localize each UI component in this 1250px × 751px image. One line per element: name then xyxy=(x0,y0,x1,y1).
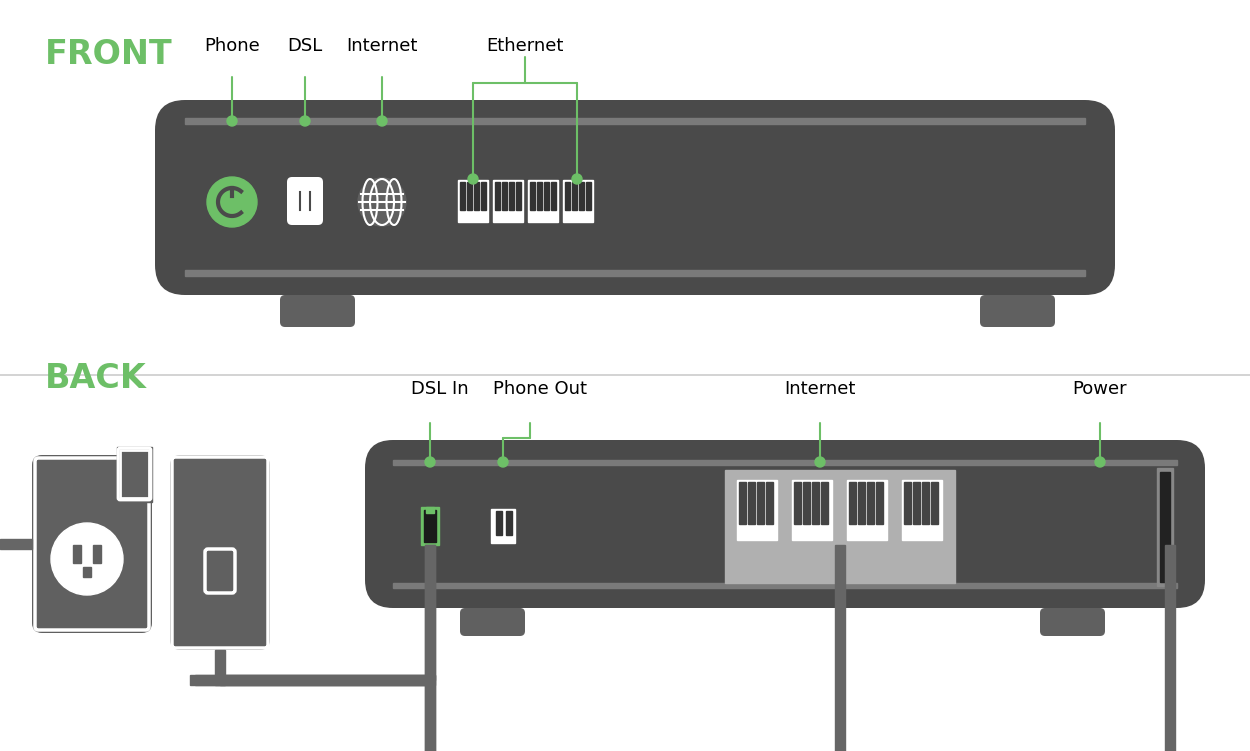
Bar xyxy=(392,460,1178,465)
Bar xyxy=(458,180,488,222)
Circle shape xyxy=(300,116,310,126)
Bar xyxy=(758,482,764,524)
Bar xyxy=(586,182,591,210)
Bar xyxy=(904,482,911,524)
Bar xyxy=(118,447,152,502)
Circle shape xyxy=(815,457,825,467)
Bar xyxy=(766,482,772,524)
FancyBboxPatch shape xyxy=(288,177,322,225)
Text: DSL In: DSL In xyxy=(411,380,469,398)
Circle shape xyxy=(572,174,582,184)
Bar xyxy=(421,507,439,545)
Bar xyxy=(92,545,101,563)
Circle shape xyxy=(208,177,258,227)
Bar xyxy=(748,482,755,524)
Bar xyxy=(725,470,955,583)
Bar xyxy=(792,480,832,540)
Bar xyxy=(849,482,856,524)
Bar xyxy=(215,650,225,685)
FancyBboxPatch shape xyxy=(170,455,270,650)
Bar xyxy=(739,482,746,524)
Bar xyxy=(516,182,521,210)
Bar xyxy=(425,675,435,751)
Bar xyxy=(491,509,515,543)
Bar xyxy=(821,482,828,524)
Bar xyxy=(425,545,435,680)
Bar xyxy=(495,182,500,210)
Bar xyxy=(858,482,865,524)
Circle shape xyxy=(378,116,388,126)
Text: DSL: DSL xyxy=(288,37,322,55)
Bar xyxy=(220,675,430,685)
FancyBboxPatch shape xyxy=(980,295,1055,327)
Bar xyxy=(492,180,522,222)
Bar xyxy=(812,482,819,524)
Bar xyxy=(530,182,535,210)
Circle shape xyxy=(51,523,122,595)
Circle shape xyxy=(228,116,238,126)
Bar xyxy=(902,480,942,540)
Bar xyxy=(474,182,479,210)
Bar xyxy=(867,482,874,524)
Text: BACK: BACK xyxy=(45,362,146,395)
Bar xyxy=(509,182,514,210)
Text: Ethernet: Ethernet xyxy=(486,37,564,55)
Text: Phone: Phone xyxy=(204,37,260,55)
Bar xyxy=(528,180,558,222)
Bar xyxy=(572,182,578,210)
Bar xyxy=(876,482,882,524)
Text: Internet: Internet xyxy=(346,37,418,55)
Bar xyxy=(425,545,435,751)
Bar xyxy=(82,567,91,577)
Bar xyxy=(931,482,938,524)
Bar xyxy=(565,182,570,210)
Bar xyxy=(579,182,584,210)
Bar xyxy=(460,182,465,210)
Bar xyxy=(922,482,929,524)
Circle shape xyxy=(468,174,478,184)
Bar xyxy=(738,480,778,540)
Text: Power: Power xyxy=(1072,380,1128,398)
Bar xyxy=(1158,468,1172,586)
Bar xyxy=(426,507,434,513)
Bar xyxy=(544,182,549,210)
Circle shape xyxy=(1095,457,1105,467)
Bar xyxy=(392,583,1178,588)
FancyBboxPatch shape xyxy=(32,455,152,633)
Bar xyxy=(912,482,920,524)
FancyBboxPatch shape xyxy=(1040,608,1105,636)
Bar xyxy=(562,180,592,222)
Bar xyxy=(120,450,149,498)
Bar xyxy=(185,118,1085,124)
Bar xyxy=(72,545,81,563)
Bar xyxy=(481,182,486,210)
Bar xyxy=(802,482,810,524)
Text: FRONT: FRONT xyxy=(45,38,172,71)
Bar xyxy=(195,675,430,685)
Bar xyxy=(1160,472,1170,582)
Text: Phone Out: Phone Out xyxy=(492,380,588,398)
Bar xyxy=(185,270,1085,276)
Circle shape xyxy=(357,178,406,226)
Bar xyxy=(506,511,512,535)
Bar xyxy=(0,539,32,549)
Circle shape xyxy=(425,457,435,467)
Bar xyxy=(1165,545,1175,751)
Circle shape xyxy=(498,457,508,467)
FancyBboxPatch shape xyxy=(460,608,525,636)
Bar xyxy=(848,480,888,540)
Bar xyxy=(551,182,556,210)
Bar xyxy=(468,182,472,210)
FancyBboxPatch shape xyxy=(280,295,355,327)
FancyBboxPatch shape xyxy=(365,440,1205,608)
Bar xyxy=(496,511,502,535)
Bar xyxy=(503,182,508,210)
Bar xyxy=(794,482,801,524)
Bar xyxy=(190,675,435,685)
Bar xyxy=(424,510,436,542)
FancyBboxPatch shape xyxy=(155,100,1115,295)
Bar xyxy=(835,545,845,751)
Bar xyxy=(538,182,542,210)
Text: Internet: Internet xyxy=(784,380,856,398)
